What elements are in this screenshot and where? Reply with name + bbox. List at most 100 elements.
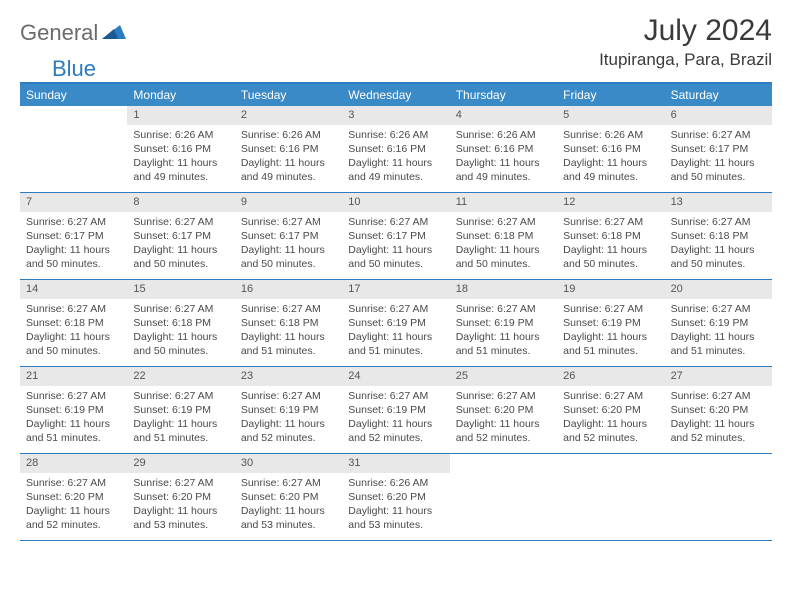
- sunset-text: Sunset: 6:19 PM: [456, 316, 551, 330]
- day-details: Sunrise: 6:27 AMSunset: 6:18 PMDaylight:…: [127, 299, 234, 363]
- day-cell: 18Sunrise: 6:27 AMSunset: 6:19 PMDayligh…: [450, 280, 557, 366]
- sunrise-text: Sunrise: 6:26 AM: [563, 128, 658, 142]
- sunset-text: Sunset: 6:18 PM: [241, 316, 336, 330]
- sunset-text: Sunset: 6:16 PM: [348, 142, 443, 156]
- daylight-text: Daylight: 11 hours and 52 minutes.: [671, 417, 766, 445]
- weekday-header: Wednesday: [342, 84, 449, 106]
- day-cell: 19Sunrise: 6:27 AMSunset: 6:19 PMDayligh…: [557, 280, 664, 366]
- weekday-header: Friday: [557, 84, 664, 106]
- logo-text-blue: Blue: [52, 56, 96, 82]
- sunrise-text: Sunrise: 6:26 AM: [133, 128, 228, 142]
- day-number: 23: [235, 367, 342, 386]
- daylight-text: Daylight: 11 hours and 52 minutes.: [563, 417, 658, 445]
- day-details: Sunrise: 6:27 AMSunset: 6:18 PMDaylight:…: [665, 212, 772, 276]
- day-details: Sunrise: 6:27 AMSunset: 6:19 PMDaylight:…: [342, 299, 449, 363]
- sunrise-text: Sunrise: 6:27 AM: [241, 389, 336, 403]
- day-cell: 3Sunrise: 6:26 AMSunset: 6:16 PMDaylight…: [342, 106, 449, 192]
- daylight-text: Daylight: 11 hours and 50 minutes.: [671, 243, 766, 271]
- sunrise-text: Sunrise: 6:27 AM: [348, 215, 443, 229]
- day-details: Sunrise: 6:27 AMSunset: 6:19 PMDaylight:…: [450, 299, 557, 363]
- day-cell: 5Sunrise: 6:26 AMSunset: 6:16 PMDaylight…: [557, 106, 664, 192]
- logo-text-general: General: [20, 20, 98, 46]
- sunset-text: Sunset: 6:17 PM: [133, 229, 228, 243]
- day-details: Sunrise: 6:27 AMSunset: 6:20 PMDaylight:…: [20, 473, 127, 537]
- sunrise-text: Sunrise: 6:27 AM: [133, 215, 228, 229]
- sunrise-text: Sunrise: 6:27 AM: [671, 302, 766, 316]
- sunrise-text: Sunrise: 6:27 AM: [671, 128, 766, 142]
- sunset-text: Sunset: 6:20 PM: [348, 490, 443, 504]
- day-details: Sunrise: 6:27 AMSunset: 6:17 PMDaylight:…: [665, 125, 772, 189]
- day-number: 1: [127, 106, 234, 125]
- day-number: 20: [665, 280, 772, 299]
- daylight-text: Daylight: 11 hours and 51 minutes.: [241, 330, 336, 358]
- daylight-text: Daylight: 11 hours and 51 minutes.: [26, 417, 121, 445]
- day-cell: 6Sunrise: 6:27 AMSunset: 6:17 PMDaylight…: [665, 106, 772, 192]
- sunset-text: Sunset: 6:17 PM: [241, 229, 336, 243]
- sunrise-text: Sunrise: 6:27 AM: [456, 302, 551, 316]
- day-cell: 11Sunrise: 6:27 AMSunset: 6:18 PMDayligh…: [450, 193, 557, 279]
- sunrise-text: Sunrise: 6:27 AM: [241, 476, 336, 490]
- sunrise-text: Sunrise: 6:27 AM: [563, 215, 658, 229]
- sunset-text: Sunset: 6:19 PM: [348, 316, 443, 330]
- sunset-text: Sunset: 6:19 PM: [133, 403, 228, 417]
- daylight-text: Daylight: 11 hours and 50 minutes.: [26, 330, 121, 358]
- daylight-text: Daylight: 11 hours and 49 minutes.: [241, 156, 336, 184]
- sunset-text: Sunset: 6:20 PM: [26, 490, 121, 504]
- daylight-text: Daylight: 11 hours and 50 minutes.: [671, 156, 766, 184]
- sunrise-text: Sunrise: 6:27 AM: [348, 302, 443, 316]
- location: Itupiranga, Para, Brazil: [599, 50, 772, 70]
- sunset-text: Sunset: 6:16 PM: [456, 142, 551, 156]
- day-details: Sunrise: 6:27 AMSunset: 6:17 PMDaylight:…: [127, 212, 234, 276]
- sunrise-text: Sunrise: 6:26 AM: [348, 128, 443, 142]
- day-cell: 20Sunrise: 6:27 AMSunset: 6:19 PMDayligh…: [665, 280, 772, 366]
- day-details: Sunrise: 6:27 AMSunset: 6:20 PMDaylight:…: [235, 473, 342, 537]
- day-cell: 16Sunrise: 6:27 AMSunset: 6:18 PMDayligh…: [235, 280, 342, 366]
- day-details: Sunrise: 6:27 AMSunset: 6:19 PMDaylight:…: [665, 299, 772, 363]
- day-details: Sunrise: 6:27 AMSunset: 6:20 PMDaylight:…: [557, 386, 664, 450]
- day-cell: 9Sunrise: 6:27 AMSunset: 6:17 PMDaylight…: [235, 193, 342, 279]
- sunrise-text: Sunrise: 6:27 AM: [26, 215, 121, 229]
- weekday-header: Thursday: [450, 84, 557, 106]
- daylight-text: Daylight: 11 hours and 50 minutes.: [348, 243, 443, 271]
- day-cell: 29Sunrise: 6:27 AMSunset: 6:20 PMDayligh…: [127, 454, 234, 540]
- weekday-header: Sunday: [20, 84, 127, 106]
- day-number: 11: [450, 193, 557, 212]
- day-number: 25: [450, 367, 557, 386]
- day-number: 9: [235, 193, 342, 212]
- title-block: July 2024 Itupiranga, Para, Brazil: [599, 14, 772, 70]
- daylight-text: Daylight: 11 hours and 51 minutes.: [456, 330, 551, 358]
- day-number: 3: [342, 106, 449, 125]
- logo-triangle-icon: [102, 23, 126, 44]
- day-details: Sunrise: 6:27 AMSunset: 6:19 PMDaylight:…: [342, 386, 449, 450]
- daylight-text: Daylight: 11 hours and 50 minutes.: [456, 243, 551, 271]
- day-number: 15: [127, 280, 234, 299]
- sunrise-text: Sunrise: 6:27 AM: [456, 389, 551, 403]
- day-number: 29: [127, 454, 234, 473]
- sunset-text: Sunset: 6:16 PM: [563, 142, 658, 156]
- day-details: Sunrise: 6:27 AMSunset: 6:19 PMDaylight:…: [235, 386, 342, 450]
- day-cell: 14Sunrise: 6:27 AMSunset: 6:18 PMDayligh…: [20, 280, 127, 366]
- day-cell: 21Sunrise: 6:27 AMSunset: 6:19 PMDayligh…: [20, 367, 127, 453]
- day-number: 28: [20, 454, 127, 473]
- sunrise-text: Sunrise: 6:27 AM: [456, 215, 551, 229]
- sunrise-text: Sunrise: 6:26 AM: [456, 128, 551, 142]
- day-number: 7: [20, 193, 127, 212]
- day-cell: 31Sunrise: 6:26 AMSunset: 6:20 PMDayligh…: [342, 454, 449, 540]
- day-details: Sunrise: 6:27 AMSunset: 6:19 PMDaylight:…: [127, 386, 234, 450]
- day-number: 8: [127, 193, 234, 212]
- sunset-text: Sunset: 6:19 PM: [563, 316, 658, 330]
- week-row: 14Sunrise: 6:27 AMSunset: 6:18 PMDayligh…: [20, 280, 772, 367]
- logo: General: [20, 14, 128, 46]
- week-row: 28Sunrise: 6:27 AMSunset: 6:20 PMDayligh…: [20, 454, 772, 541]
- day-cell: 22Sunrise: 6:27 AMSunset: 6:19 PMDayligh…: [127, 367, 234, 453]
- day-cell: 12Sunrise: 6:27 AMSunset: 6:18 PMDayligh…: [557, 193, 664, 279]
- sunrise-text: Sunrise: 6:27 AM: [671, 389, 766, 403]
- daylight-text: Daylight: 11 hours and 53 minutes.: [348, 504, 443, 532]
- daylight-text: Daylight: 11 hours and 52 minutes.: [348, 417, 443, 445]
- daylight-text: Daylight: 11 hours and 51 minutes.: [133, 417, 228, 445]
- day-details: Sunrise: 6:27 AMSunset: 6:17 PMDaylight:…: [342, 212, 449, 276]
- sunset-text: Sunset: 6:20 PM: [133, 490, 228, 504]
- sunset-text: Sunset: 6:18 PM: [456, 229, 551, 243]
- sunset-text: Sunset: 6:17 PM: [26, 229, 121, 243]
- day-details: Sunrise: 6:27 AMSunset: 6:18 PMDaylight:…: [450, 212, 557, 276]
